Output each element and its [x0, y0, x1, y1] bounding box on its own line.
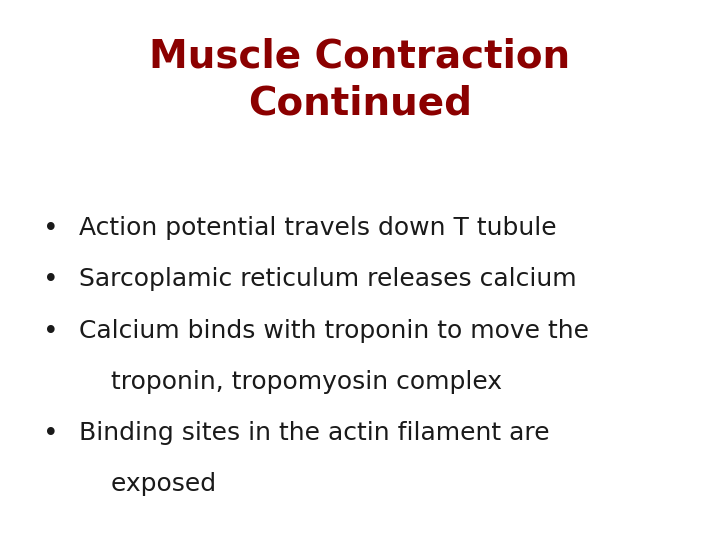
- Text: •: •: [42, 216, 58, 242]
- Text: •: •: [42, 421, 58, 447]
- Text: Action potential travels down T tubule: Action potential travels down T tubule: [79, 216, 557, 240]
- Text: •: •: [42, 319, 58, 345]
- Text: Binding sites in the actin filament are: Binding sites in the actin filament are: [79, 421, 550, 445]
- Text: Calcium binds with troponin to move the: Calcium binds with troponin to move the: [79, 319, 589, 342]
- Text: •: •: [42, 267, 58, 293]
- Text: Muscle Contraction
Continued: Muscle Contraction Continued: [150, 38, 570, 123]
- Text: Sarcoplamic reticulum releases calcium: Sarcoplamic reticulum releases calcium: [79, 267, 577, 291]
- Text: troponin, tropomyosin complex: troponin, tropomyosin complex: [79, 370, 503, 394]
- Text: exposed: exposed: [79, 472, 216, 496]
